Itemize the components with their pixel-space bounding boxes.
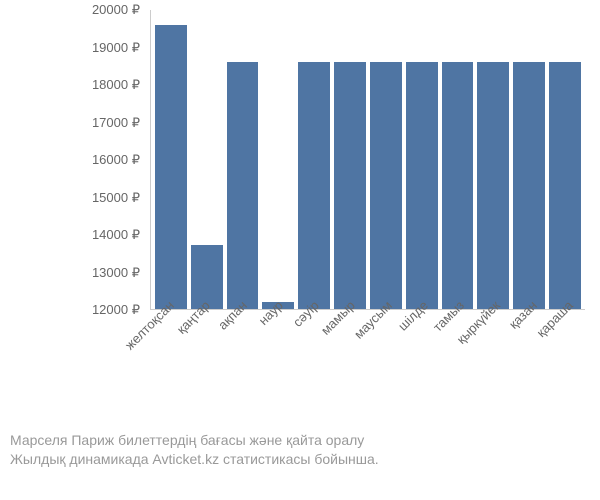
chart-bar [334, 62, 366, 309]
y-tick-label: 16000 ₽ [92, 152, 140, 168]
chart-bar [406, 62, 438, 309]
plot-area [150, 10, 585, 310]
x-axis-labels: желтоқсанқаңтарақпаннаурсәуірмамырмаусым… [150, 312, 585, 412]
chart-bar [155, 25, 187, 309]
chart-bar [298, 62, 330, 309]
chart-bar [442, 62, 474, 309]
chart-bar [477, 62, 509, 309]
chart-caption: Марселя Париж билеттердің бағасы және қа… [10, 431, 590, 470]
y-tick-label: 12000 ₽ [92, 302, 140, 318]
chart-bar [513, 62, 545, 309]
y-tick-label: 15000 ₽ [92, 190, 140, 206]
y-tick-label: 20000 ₽ [92, 2, 140, 18]
chart-container: 12000 ₽13000 ₽14000 ₽15000 ₽16000 ₽17000… [75, 10, 585, 310]
y-tick-label: 17000 ₽ [92, 115, 140, 131]
caption-line2: Жылдық динамикада Avticket.kz статистика… [10, 450, 590, 470]
y-axis: 12000 ₽13000 ₽14000 ₽15000 ₽16000 ₽17000… [75, 10, 145, 310]
chart-bar [227, 62, 259, 309]
y-tick-label: 19000 ₽ [92, 40, 140, 56]
bars-group [151, 10, 585, 309]
chart-bar [370, 62, 402, 309]
caption-line1: Марселя Париж билеттердің бағасы және қа… [10, 431, 590, 451]
y-tick-label: 18000 ₽ [92, 77, 140, 93]
chart-bar [549, 62, 581, 309]
y-tick-label: 13000 ₽ [92, 265, 140, 281]
y-tick-label: 14000 ₽ [92, 227, 140, 243]
